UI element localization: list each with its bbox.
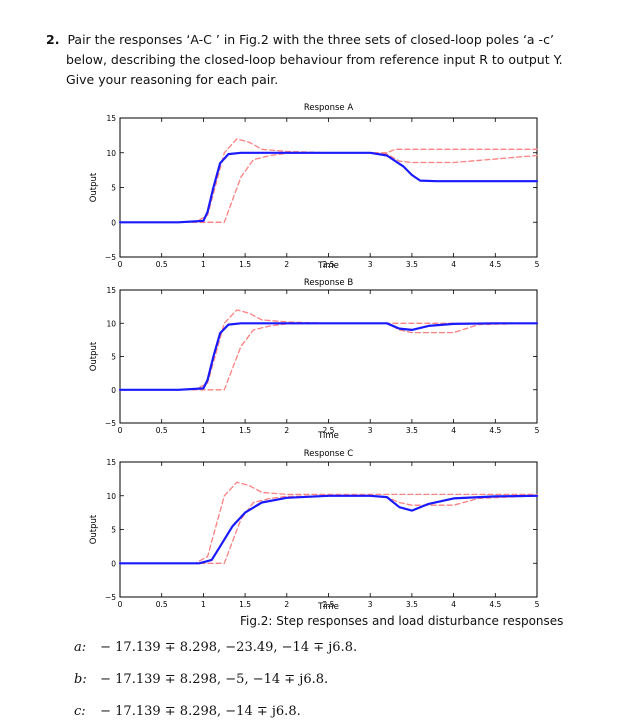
- chart-2-ytick-label: 10: [106, 492, 116, 501]
- chart-2-series-1-dashed-line: [119, 481, 538, 564]
- chart-2-xtick-label: 0: [118, 600, 123, 609]
- chart-0-ytick-label: 0: [111, 218, 116, 227]
- chart-0-title: Response A: [304, 103, 354, 113]
- figure-caption: Fig.2: Step responses and load disturban…: [240, 614, 564, 628]
- question-line-1: 2. Pair the responses ‘A-C ’ in Fig.2 wi…: [46, 30, 606, 50]
- chart-2-series-2-dashed-line: [119, 495, 538, 564]
- question-line-1-text: Pair the responses ‘A-C ’ in Fig.2 with …: [67, 32, 554, 47]
- option-b: b: − 17.139 ∓ 8.298, −5, −14 ∓ j6.8.: [74, 672, 328, 687]
- chart-0-xtick-label: 0.5: [156, 260, 168, 269]
- chart-0-xtick-label: 5: [535, 260, 540, 269]
- chart-1-xtick-label: 4: [451, 426, 456, 435]
- chart-2-xtick-label: 4: [451, 600, 456, 609]
- chart-1-ytick-label: 0: [111, 386, 116, 395]
- chart-2-xtick-label: 3.5: [406, 600, 418, 609]
- option-a: a: − 17.139 ∓ 8.298, −23.49, −14 ∓ j6.8.: [74, 640, 357, 655]
- chart-2-xtick-label: 4.5: [489, 600, 501, 609]
- chart-1-xtick-label: 1: [201, 426, 206, 435]
- chart-1-xlabel: Time: [317, 431, 339, 441]
- chart-2-ytick-label: 15: [106, 458, 116, 467]
- chart-0-xtick-label: 2.5: [323, 260, 335, 269]
- chart-2-ytick-label: 0: [111, 559, 116, 568]
- chart-0-series-2-dashed-line: [119, 152, 538, 223]
- question-text: 2. Pair the responses ‘A-C ’ in Fig.2 wi…: [46, 30, 606, 90]
- chart-0-frame: [119, 117, 538, 258]
- chart-1-ytick-label: 5: [111, 353, 116, 362]
- option-a-text: − 17.139 ∓ 8.298, −23.49, −14 ∓ j6.8.: [100, 640, 358, 655]
- chart-2-xtick-label: 1.5: [239, 600, 251, 609]
- chart-1-xtick-label: 5: [535, 426, 540, 435]
- chart-0-xtick-label: 3.5: [406, 260, 418, 269]
- option-c-text: − 17.139 ∓ 8.298, −14 ∓ j6.8.: [100, 704, 301, 719]
- option-b-text: − 17.139 ∓ 8.298, −5, −14 ∓ j6.8.: [100, 672, 329, 687]
- chart-2-xtick-label: 2.5: [323, 600, 335, 609]
- chart-0-xtick-label: 0: [118, 260, 123, 269]
- chart-0-series-0-solid-line: [118, 151, 539, 224]
- chart-2-ytick-label: 5: [111, 526, 116, 535]
- chart-0-series-1-dashed-line: [119, 138, 538, 223]
- chart-1-series-2-dashed-line: [119, 322, 538, 391]
- chart-1-ylabel: Output: [89, 341, 99, 371]
- question-line-2: below, describing the closed-loop behavi…: [66, 52, 563, 67]
- chart-1-xtick-label: 2.5: [323, 426, 335, 435]
- question-number: 2.: [46, 32, 60, 47]
- chart-0-xtick-label: 1.5: [239, 260, 251, 269]
- chart-2-ytick-label: −5: [105, 593, 116, 602]
- chart-1-ytick-label: 10: [106, 319, 116, 328]
- chart-2-xtick-label: 3: [368, 600, 373, 609]
- chart-0-xtick-label: 2: [284, 260, 289, 269]
- chart-2-series-0-solid-line: [118, 494, 539, 565]
- chart-1-ytick-label: 15: [106, 286, 116, 295]
- chart-0-xtick-label: 4.5: [489, 260, 501, 269]
- chart-1-xtick-label: 3: [368, 426, 373, 435]
- chart-0-xtick-label: 3: [368, 260, 373, 269]
- chart-1-xtick-label: 0: [118, 426, 123, 435]
- chart-1-title: Response B: [304, 278, 354, 288]
- chart-1-xtick-label: 1.5: [239, 426, 251, 435]
- chart-0-xtick-label: 1: [201, 260, 206, 269]
- chart-2-xlabel: Time: [317, 602, 339, 612]
- chart-1-ytick-label: −5: [105, 419, 116, 428]
- chart-1-xtick-label: 2: [284, 426, 289, 435]
- chart-1-xtick-label: 4.5: [489, 426, 501, 435]
- chart-2-ylabel: Output: [89, 514, 99, 544]
- chart-1-xtick-label: 0.5: [156, 426, 168, 435]
- chart-1-series-0-solid-line: [118, 322, 539, 391]
- option-b-label: b:: [74, 672, 87, 687]
- chart-1-series-1-dashed-line: [119, 309, 538, 391]
- chart-0-ytick-label: 10: [106, 149, 116, 158]
- option-c: c: − 17.139 ∓ 8.298, −14 ∓ j6.8.: [74, 704, 301, 719]
- chart-0-xlabel: Time: [317, 261, 339, 271]
- chart-0-ytick-label: 15: [106, 114, 116, 123]
- chart-2-xtick-label: 1: [201, 600, 206, 609]
- chart-1-xtick-label: 3.5: [406, 426, 418, 435]
- question-line-3: Give your reasoning for each pair.: [66, 72, 279, 87]
- chart-2-xtick-label: 5: [535, 600, 540, 609]
- chart-2-frame: [119, 461, 538, 598]
- chart-0-xtick-label: 4: [451, 260, 456, 269]
- option-c-label: c:: [74, 704, 86, 719]
- chart-2-title: Response C: [304, 449, 354, 459]
- chart-2-xtick-label: 2: [284, 600, 289, 609]
- chart-0-ytick-label: 5: [111, 184, 116, 193]
- chart-1-frame: [119, 289, 538, 424]
- chart-0-ylabel: Output: [89, 172, 99, 202]
- chart-2-xtick-label: 0.5: [156, 600, 168, 609]
- chart-0-ytick-label: −5: [105, 253, 116, 262]
- option-a-label: a:: [74, 640, 87, 655]
